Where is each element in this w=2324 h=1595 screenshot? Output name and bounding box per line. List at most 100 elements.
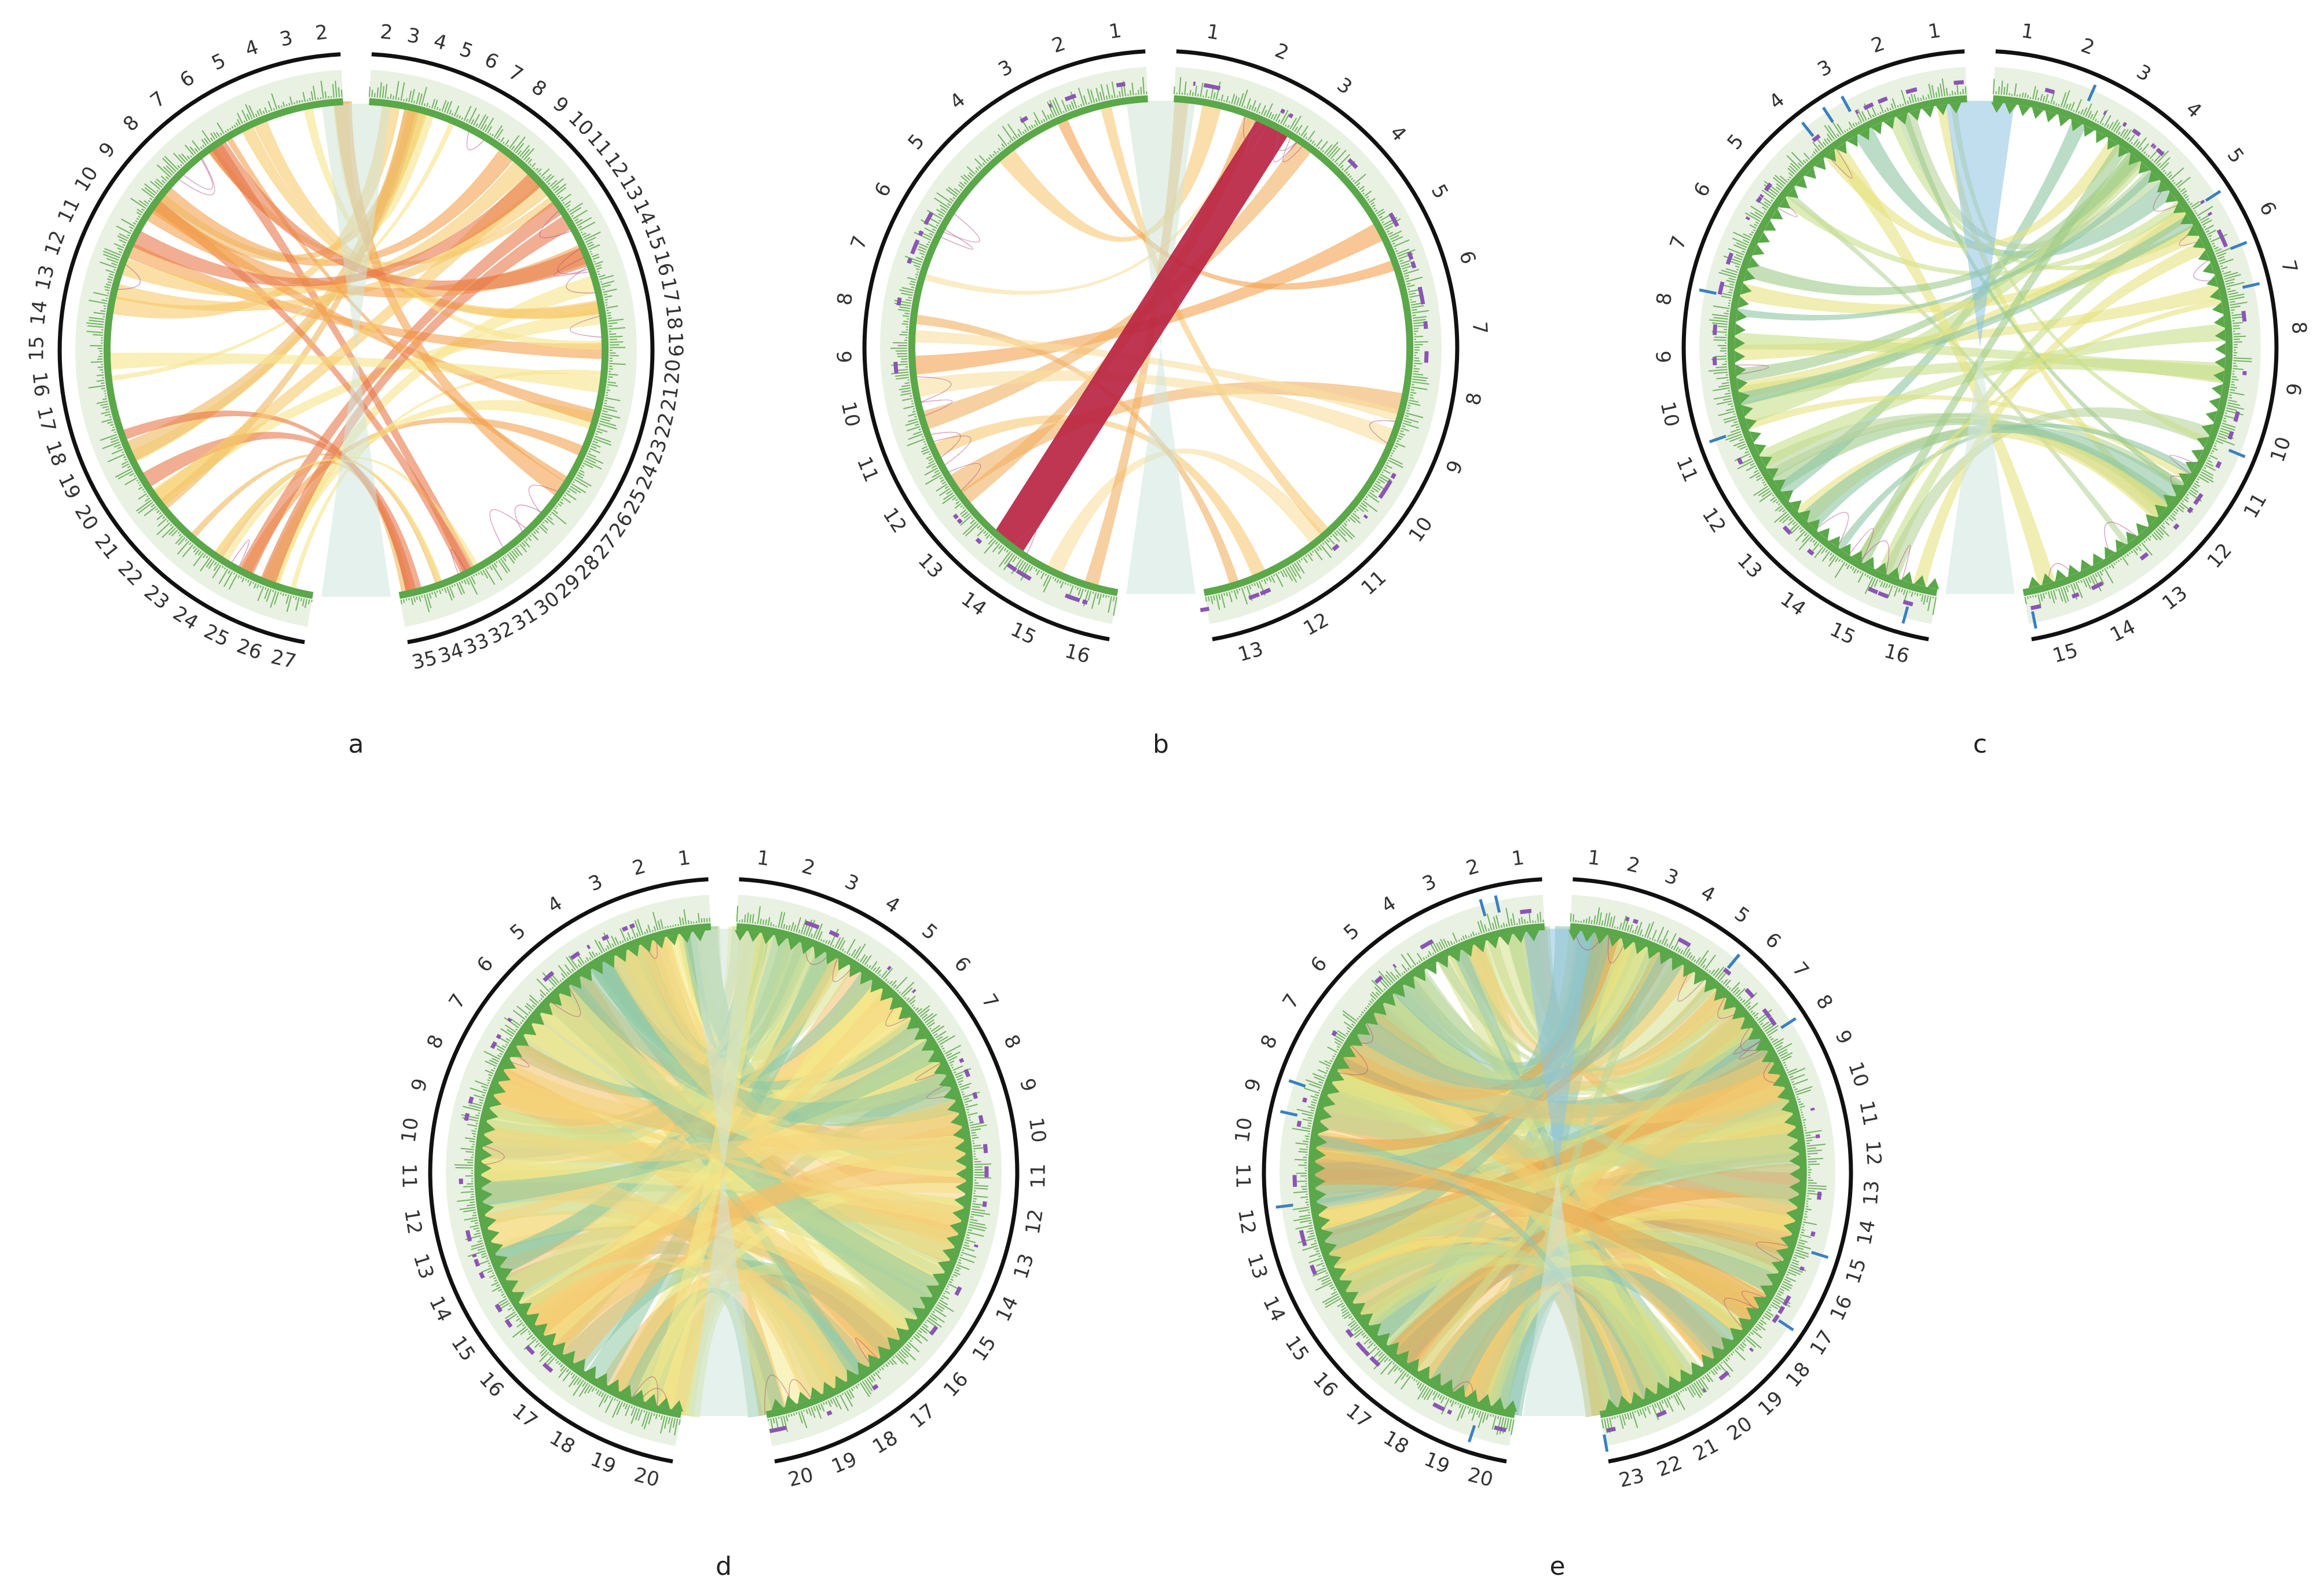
histogram-bar: [1491, 922, 1495, 930]
histogram-bar: [1142, 77, 1145, 95]
histogram-bar: [1275, 113, 1281, 122]
histogram-bar: [489, 1059, 498, 1065]
histogram-bar: [568, 202, 584, 213]
density-tooth: [498, 1070, 511, 1082]
histogram-bar: [164, 155, 179, 170]
purple-mark: [1755, 196, 1763, 203]
chromosome-tick-label: 1: [1510, 846, 1525, 871]
histogram-bar: [544, 174, 552, 181]
histogram-bar: [1848, 122, 1853, 129]
histogram-bar: [101, 410, 111, 415]
intra-arc: [450, 549, 468, 577]
histogram-bar: [192, 545, 196, 549]
histogram-bar: [1596, 907, 1600, 925]
histogram-bar: [785, 925, 788, 930]
histogram-bar: [1661, 1400, 1664, 1404]
histogram-bar: [1626, 925, 1630, 932]
histogram-bar: [901, 398, 913, 401]
histogram-bar: [2189, 489, 2197, 496]
histogram-bar: [1307, 130, 1315, 141]
histogram-bar: [1280, 109, 1289, 124]
histogram-bar: [1410, 303, 1421, 306]
histogram-bar: [1308, 1227, 1313, 1230]
histogram-bar: [1902, 104, 1904, 106]
histogram-bar: [2141, 143, 2149, 153]
feature-marks: [1275, 895, 1829, 1452]
histogram-bar: [1510, 918, 1513, 926]
histogram-bar: [574, 479, 588, 488]
histogram-bar: [1644, 923, 1651, 938]
histogram-bar: [1315, 1281, 1333, 1291]
histogram-bar: [527, 159, 533, 164]
histogram-bar: [944, 1044, 962, 1055]
chromosome-tick-label: 3: [995, 55, 1017, 81]
purple-mark: [1812, 134, 1821, 142]
histogram-bar: [1796, 1096, 1799, 1098]
histogram-bar: [1727, 431, 1742, 437]
histogram-bar: [1885, 583, 1889, 589]
histogram-bar: [648, 1412, 653, 1425]
histogram-bar: [540, 168, 550, 177]
histogram-bar: [1350, 1322, 1357, 1328]
histogram-bar: [1302, 1188, 1308, 1190]
histogram-bar: [1788, 1068, 1806, 1076]
histogram-bar: [873, 1373, 876, 1377]
intra-arcs: [914, 113, 1399, 557]
histogram-bar: [1102, 594, 1105, 598]
histogram-bar: [1312, 1270, 1327, 1277]
histogram-bar: [1263, 578, 1267, 584]
blue-mark: [1479, 899, 1487, 916]
histogram-bar: [418, 93, 423, 105]
histogram-bar: [1368, 1003, 1371, 1006]
histogram-bar: [1287, 124, 1290, 129]
histogram-bar: [939, 487, 951, 496]
purple-mark: [1410, 261, 1417, 269]
histogram-bar: [1761, 1317, 1765, 1320]
histogram-bar: [904, 997, 907, 1000]
histogram-bar: [1755, 474, 1761, 478]
histogram-bar: [2037, 97, 2040, 101]
histogram-bar: [456, 114, 459, 118]
density-tooth: [1414, 969, 1426, 981]
density-tooth: [2096, 131, 2107, 143]
histogram-bar: [2016, 94, 2018, 97]
purple-mark: [1390, 472, 1396, 479]
histogram-bar: [578, 472, 585, 476]
histogram-bar: [1388, 1359, 1391, 1362]
chromosome-tick-label: 6: [950, 952, 975, 977]
density-tooth: [1721, 1337, 1733, 1349]
histogram-bar: [1829, 554, 1835, 562]
histogram-bar: [1341, 1307, 1347, 1311]
histogram-bar: [928, 458, 933, 461]
histogram-bar: [881, 1366, 885, 1370]
density-tooth: [2211, 384, 2223, 396]
histogram-bar: [545, 175, 555, 184]
histogram-bar: [1017, 557, 1020, 560]
histogram-bar: [573, 1377, 580, 1385]
histogram-bar: [846, 1390, 852, 1400]
green-ring: [1308, 923, 1545, 1418]
chromosome-tick-label: 5: [1339, 919, 1363, 945]
histogram-bar: [178, 537, 186, 545]
histogram-bar: [200, 146, 203, 149]
histogram-bar: [2151, 533, 2158, 541]
histogram-bar: [1223, 100, 1225, 102]
intra-arc: [229, 539, 250, 570]
histogram-bar: [913, 1336, 922, 1344]
histogram-bar: [1324, 1296, 1340, 1306]
chromosome-tick-label: 23: [1616, 1464, 1646, 1493]
histogram-bar: [1736, 1347, 1739, 1350]
histogram-bar: [1334, 1037, 1343, 1044]
density-tooth: [510, 1046, 523, 1057]
histogram-bar: [1401, 973, 1404, 976]
histogram-bar: [1311, 551, 1314, 553]
chromosome-tick-label: 7: [505, 61, 527, 87]
histogram-bar: [2210, 233, 2227, 243]
histogram-bar: [560, 498, 563, 501]
density-tooth: [485, 1216, 497, 1228]
density-tooth: [2209, 397, 2221, 409]
histogram-bar: [1367, 199, 1370, 201]
histogram-bar: [1814, 546, 1824, 559]
histogram-bar: [197, 551, 202, 556]
intra-arc: [1011, 527, 1037, 557]
